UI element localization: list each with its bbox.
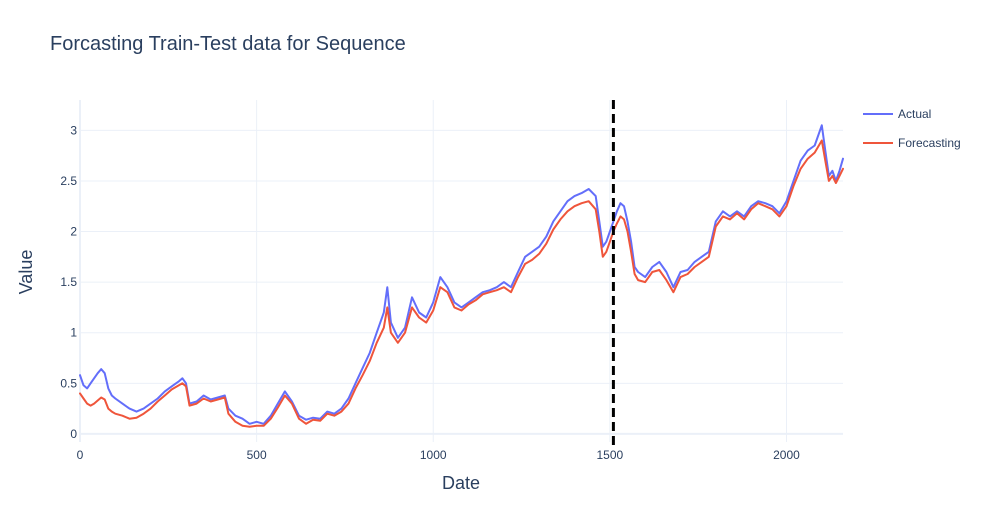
grid	[79, 100, 843, 442]
x-tick-label: 1500	[597, 448, 624, 462]
x-tick-label: 500	[247, 448, 267, 462]
y-axis-title: Value	[16, 250, 36, 295]
x-tick-label: 0	[77, 448, 84, 462]
plot-area	[79, 124, 844, 428]
y-tick-label: 1	[70, 326, 77, 340]
y-tick-label: 2.5	[60, 174, 77, 188]
y-tick-label: 1.5	[60, 275, 77, 289]
y-tick-label: 2	[70, 225, 77, 239]
x-tick-label: 2000	[773, 448, 800, 462]
chart-title: Forcasting Train-Test data for Sequence	[50, 33, 406, 55]
series-line-forecasting	[79, 139, 844, 428]
y-tick-label: 3	[70, 123, 77, 137]
y-tick-label: 0.5	[60, 376, 77, 390]
y-axis-ticks: 0 0.5 1 1.5 2 2.5 3	[60, 123, 77, 441]
legend: Actual Forecasting	[863, 107, 961, 150]
x-axis-ticks: 0 500 1000 1500 2000	[77, 448, 800, 462]
x-tick-label: 1000	[420, 448, 447, 462]
series-line-actual	[79, 124, 844, 425]
legend-label-forecasting[interactable]: Forecasting	[898, 136, 961, 150]
y-tick-label: 0	[70, 427, 77, 441]
legend-label-actual[interactable]: Actual	[898, 107, 931, 121]
x-axis-title: Date	[442, 473, 480, 493]
